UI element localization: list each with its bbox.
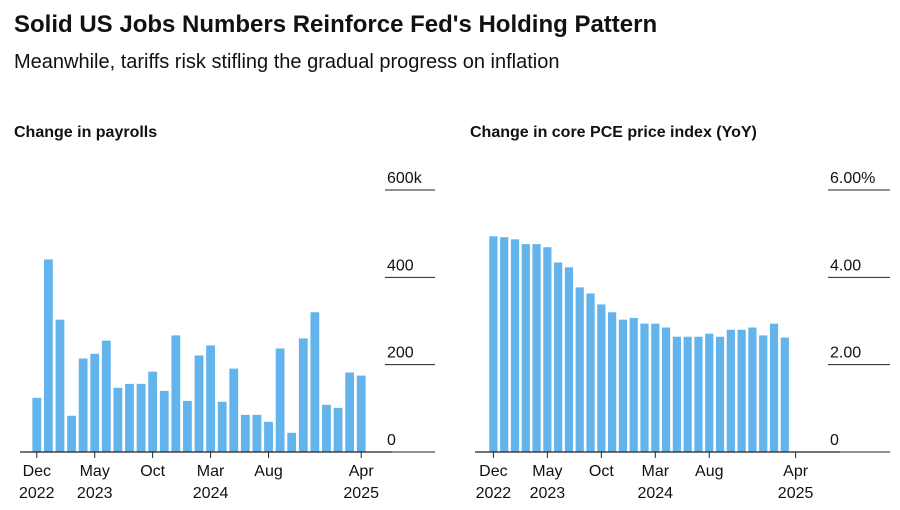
x-tick-label: Dec 2022 (476, 463, 512, 502)
x-tick-label: May 2023 (77, 463, 113, 502)
bar (136, 383, 146, 452)
bar (194, 355, 204, 452)
bar (597, 304, 606, 452)
bar (206, 345, 215, 452)
x-tick-label-line: 2022 (476, 485, 512, 502)
x-tick-label: Apr 2025 (778, 463, 814, 502)
bar (356, 375, 366, 452)
bar (748, 327, 757, 452)
bar (543, 247, 552, 452)
bar (43, 259, 53, 452)
x-tick-label: Mar 2024 (193, 463, 229, 502)
bar (554, 262, 563, 452)
x-tick-label: Oct (140, 463, 165, 480)
y-tick-label: 0 (387, 432, 396, 449)
x-tick-label-line: Mar (642, 463, 670, 480)
bar (586, 293, 595, 452)
bar (759, 335, 768, 452)
bar (240, 414, 250, 452)
bar (159, 390, 169, 452)
x-tick-label-line: 2025 (778, 485, 814, 502)
bar (113, 387, 123, 452)
x-tick-label-line: Apr (349, 463, 375, 480)
x-tick-label-line: Apr (783, 463, 809, 480)
x-tick-label: Apr 2025 (343, 463, 379, 502)
chart-title: Change in payrolls (14, 124, 157, 141)
bar (148, 371, 158, 452)
x-tick-label: Dec 2022 (19, 463, 55, 502)
bar (322, 404, 331, 452)
x-tick-label-line: May (532, 463, 562, 480)
x-tick-label-line: Dec (479, 463, 507, 480)
bar (683, 336, 692, 452)
x-tick-label-line: 2022 (19, 485, 55, 502)
x-tick-label-line: May (80, 463, 110, 480)
bar (769, 323, 779, 452)
bar (264, 421, 273, 452)
bar (55, 319, 65, 452)
bar (310, 312, 320, 452)
bar (726, 329, 735, 452)
bar (780, 337, 789, 452)
y-tick-label: 4.00 (830, 257, 861, 274)
page-title: Solid US Jobs Numbers Reinforce Fed's Ho… (14, 11, 657, 38)
bar (564, 267, 574, 452)
x-tick-label-line: Dec (23, 463, 51, 480)
bar (171, 335, 181, 452)
y-tick-label: 200 (387, 345, 414, 362)
bar (78, 358, 88, 452)
page-subtitle: Meanwhile, tariffs risk stifling the gra… (14, 51, 559, 73)
y-tick-label: 6.00% (830, 170, 875, 187)
x-tick-label: Aug (254, 463, 282, 480)
chart-title: Change in core PCE price index (YoY) (470, 124, 757, 141)
bar (90, 353, 100, 452)
y-tick-label: 600k (387, 170, 423, 187)
bar (275, 348, 285, 452)
y-tick-label: 400 (387, 257, 414, 274)
x-tick-label-line: 2024 (193, 485, 229, 502)
x-tick-label-line: 2025 (343, 485, 379, 502)
x-tick-label: May 2023 (530, 463, 566, 502)
bar (575, 287, 584, 452)
bar (521, 244, 530, 452)
bar (694, 336, 703, 452)
bar (737, 329, 746, 452)
bar (510, 239, 520, 452)
x-tick-label-line: 2024 (637, 485, 673, 502)
bar (618, 319, 628, 452)
x-tick-label-line: 2023 (77, 485, 113, 502)
x-tick-label: Oct (589, 463, 614, 480)
bar (651, 323, 660, 452)
bar (229, 368, 239, 452)
y-tick-label: 0 (830, 432, 839, 449)
bar (672, 336, 681, 452)
bar (640, 323, 649, 452)
bar (661, 327, 671, 452)
bar (183, 400, 192, 452)
bar (345, 372, 355, 452)
bar (500, 237, 509, 452)
bar (629, 317, 638, 452)
bar (287, 432, 297, 452)
bar (532, 244, 541, 452)
x-tick-label: Aug (695, 463, 723, 480)
x-tick-label: Mar 2024 (637, 463, 673, 502)
x-tick-label-line: 2023 (530, 485, 566, 502)
bar (715, 336, 725, 452)
bar (489, 236, 498, 452)
bar (125, 383, 134, 452)
bar (298, 338, 308, 452)
bar (32, 397, 42, 452)
bar (252, 414, 262, 452)
bar (101, 340, 111, 452)
bar (705, 333, 714, 452)
bar (67, 415, 76, 452)
x-tick-label-line: Mar (197, 463, 225, 480)
bar (608, 312, 617, 452)
bar (333, 407, 343, 452)
bar (217, 401, 227, 452)
y-tick-label: 2.00 (830, 345, 861, 362)
